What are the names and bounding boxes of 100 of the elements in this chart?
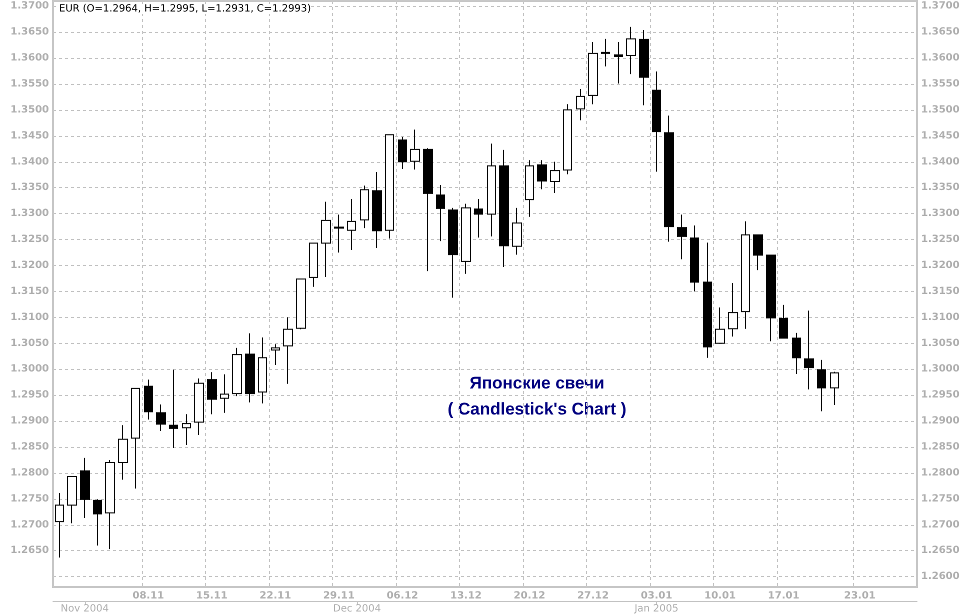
y-tick-label: 1.3600 xyxy=(10,52,50,64)
y-tick-label: 1.2700 xyxy=(10,519,50,530)
y2-tick-label: 1.3300 xyxy=(921,208,960,220)
candlestick xyxy=(385,134,394,240)
y-tick-label: 1.3500 xyxy=(10,104,50,116)
candlestick xyxy=(626,26,636,75)
candlestick xyxy=(448,207,458,298)
candlestick xyxy=(67,476,77,524)
candlestick xyxy=(182,414,191,446)
y-tick-label: 1.3450 xyxy=(10,130,50,142)
candlestick xyxy=(614,41,623,84)
candlestick xyxy=(588,41,598,105)
y2-tick-label: 1.2900 xyxy=(921,416,960,427)
candlestick xyxy=(690,225,699,292)
y-tick-label: 1.2750 xyxy=(10,493,50,504)
candlestick xyxy=(258,337,267,404)
x-tick-label: 29.11 xyxy=(323,590,355,602)
candlestick xyxy=(144,379,153,420)
y-tick-label: 1.3350 xyxy=(10,182,50,194)
candlestick xyxy=(220,374,229,414)
y2-tick-label: 1.3450 xyxy=(921,130,960,142)
x-tick-label: 27.12 xyxy=(577,590,609,602)
candlestick xyxy=(664,115,674,242)
candlestick xyxy=(118,424,128,480)
x2-tick-label: Nov 2004 xyxy=(60,604,109,614)
candlestick xyxy=(830,371,839,406)
candlestick xyxy=(563,104,572,175)
x-tick-label: 06.12 xyxy=(386,590,418,602)
y2-tick-label: 1.2750 xyxy=(921,493,960,504)
candlestick xyxy=(334,214,344,254)
candlestick xyxy=(131,388,140,489)
y-tick-label: 1.3200 xyxy=(10,260,50,271)
candlestick xyxy=(550,161,560,194)
candlestick xyxy=(728,282,738,338)
candlestick xyxy=(792,332,801,374)
x-tick-label: 03.01 xyxy=(640,590,672,602)
y-tick-label: 1.2950 xyxy=(10,390,50,401)
candlestick xyxy=(169,369,178,449)
y-tick-label: 1.3550 xyxy=(10,78,50,90)
y-tick-label: 1.3700 xyxy=(10,0,50,12)
candlestick xyxy=(232,347,242,397)
candlestick xyxy=(207,372,217,415)
y2-tick-label: 1.3500 xyxy=(921,104,960,116)
y-tick-label: 1.3650 xyxy=(10,26,50,38)
y2-tick-label: 1.3200 xyxy=(921,260,960,271)
y-tick-label: 1.3400 xyxy=(10,156,50,168)
x-tick-label: 22.11 xyxy=(260,590,292,602)
y2-tick-label: 1.2700 xyxy=(921,519,960,530)
x-tick-label: 17.01 xyxy=(768,590,800,602)
candlestick xyxy=(639,30,649,106)
x-tick-label: 10.01 xyxy=(704,590,736,602)
candlestick xyxy=(93,498,102,546)
candlestick xyxy=(741,220,750,330)
candlestick xyxy=(245,332,255,403)
candlestick xyxy=(487,143,496,237)
x-tick-label: 20.12 xyxy=(514,590,546,602)
candlestick xyxy=(360,185,369,229)
candlestick xyxy=(283,316,293,384)
x2-tick-label: Jan 2005 xyxy=(633,604,678,614)
x-tick-label: 13.12 xyxy=(450,590,482,602)
y2-tick-label: 1.2850 xyxy=(921,441,960,452)
candlestick xyxy=(347,198,356,250)
candlestick xyxy=(372,172,382,248)
candlestick xyxy=(105,459,115,550)
candlestick xyxy=(652,71,661,172)
y-tick-label: 1.3050 xyxy=(10,338,50,349)
candlestick xyxy=(766,254,776,342)
candlestick xyxy=(537,160,547,190)
candlestick xyxy=(321,201,331,278)
y-tick-label: 1.3300 xyxy=(10,208,50,220)
candlestick xyxy=(423,148,433,272)
candlestick xyxy=(194,378,204,436)
y-tick-label: 1.3250 xyxy=(10,234,50,246)
candlestick xyxy=(601,38,610,67)
y-tick-label: 1.3000 xyxy=(10,364,50,375)
y2-tick-label: 1.3700 xyxy=(921,0,960,12)
candlestick xyxy=(398,136,407,170)
y-tick-label: 1.2900 xyxy=(10,416,50,427)
candlestick xyxy=(753,234,763,271)
candlestick xyxy=(525,160,534,218)
x-tick-label: 15.11 xyxy=(196,590,228,602)
y2-tick-label: 1.3350 xyxy=(921,182,960,194)
candlestick xyxy=(80,457,90,519)
y2-tick-label: 1.3650 xyxy=(921,26,960,38)
y-tick-label: 1.2850 xyxy=(10,441,50,452)
y2-tick-label: 1.2650 xyxy=(921,545,960,556)
annotation: ( Candlestick's Chart ) xyxy=(448,400,626,418)
x-tick-label: 23.01 xyxy=(844,590,876,602)
candlestick xyxy=(156,404,166,432)
candlestick xyxy=(309,242,318,288)
candlestick xyxy=(715,306,725,344)
candlestick xyxy=(436,184,445,242)
chart-title: EUR (O=1.2964, H=1.2995, L=1.2931, C=1.2993) xyxy=(59,4,312,14)
candlestick xyxy=(576,88,585,121)
y2-tick-label: 1.3100 xyxy=(921,312,960,323)
candlestick xyxy=(410,129,420,170)
candlestick xyxy=(677,214,687,260)
y2-tick-label: 1.2950 xyxy=(921,390,960,401)
y-tick-label: 1.2800 xyxy=(10,467,50,478)
candlestick xyxy=(271,344,280,366)
